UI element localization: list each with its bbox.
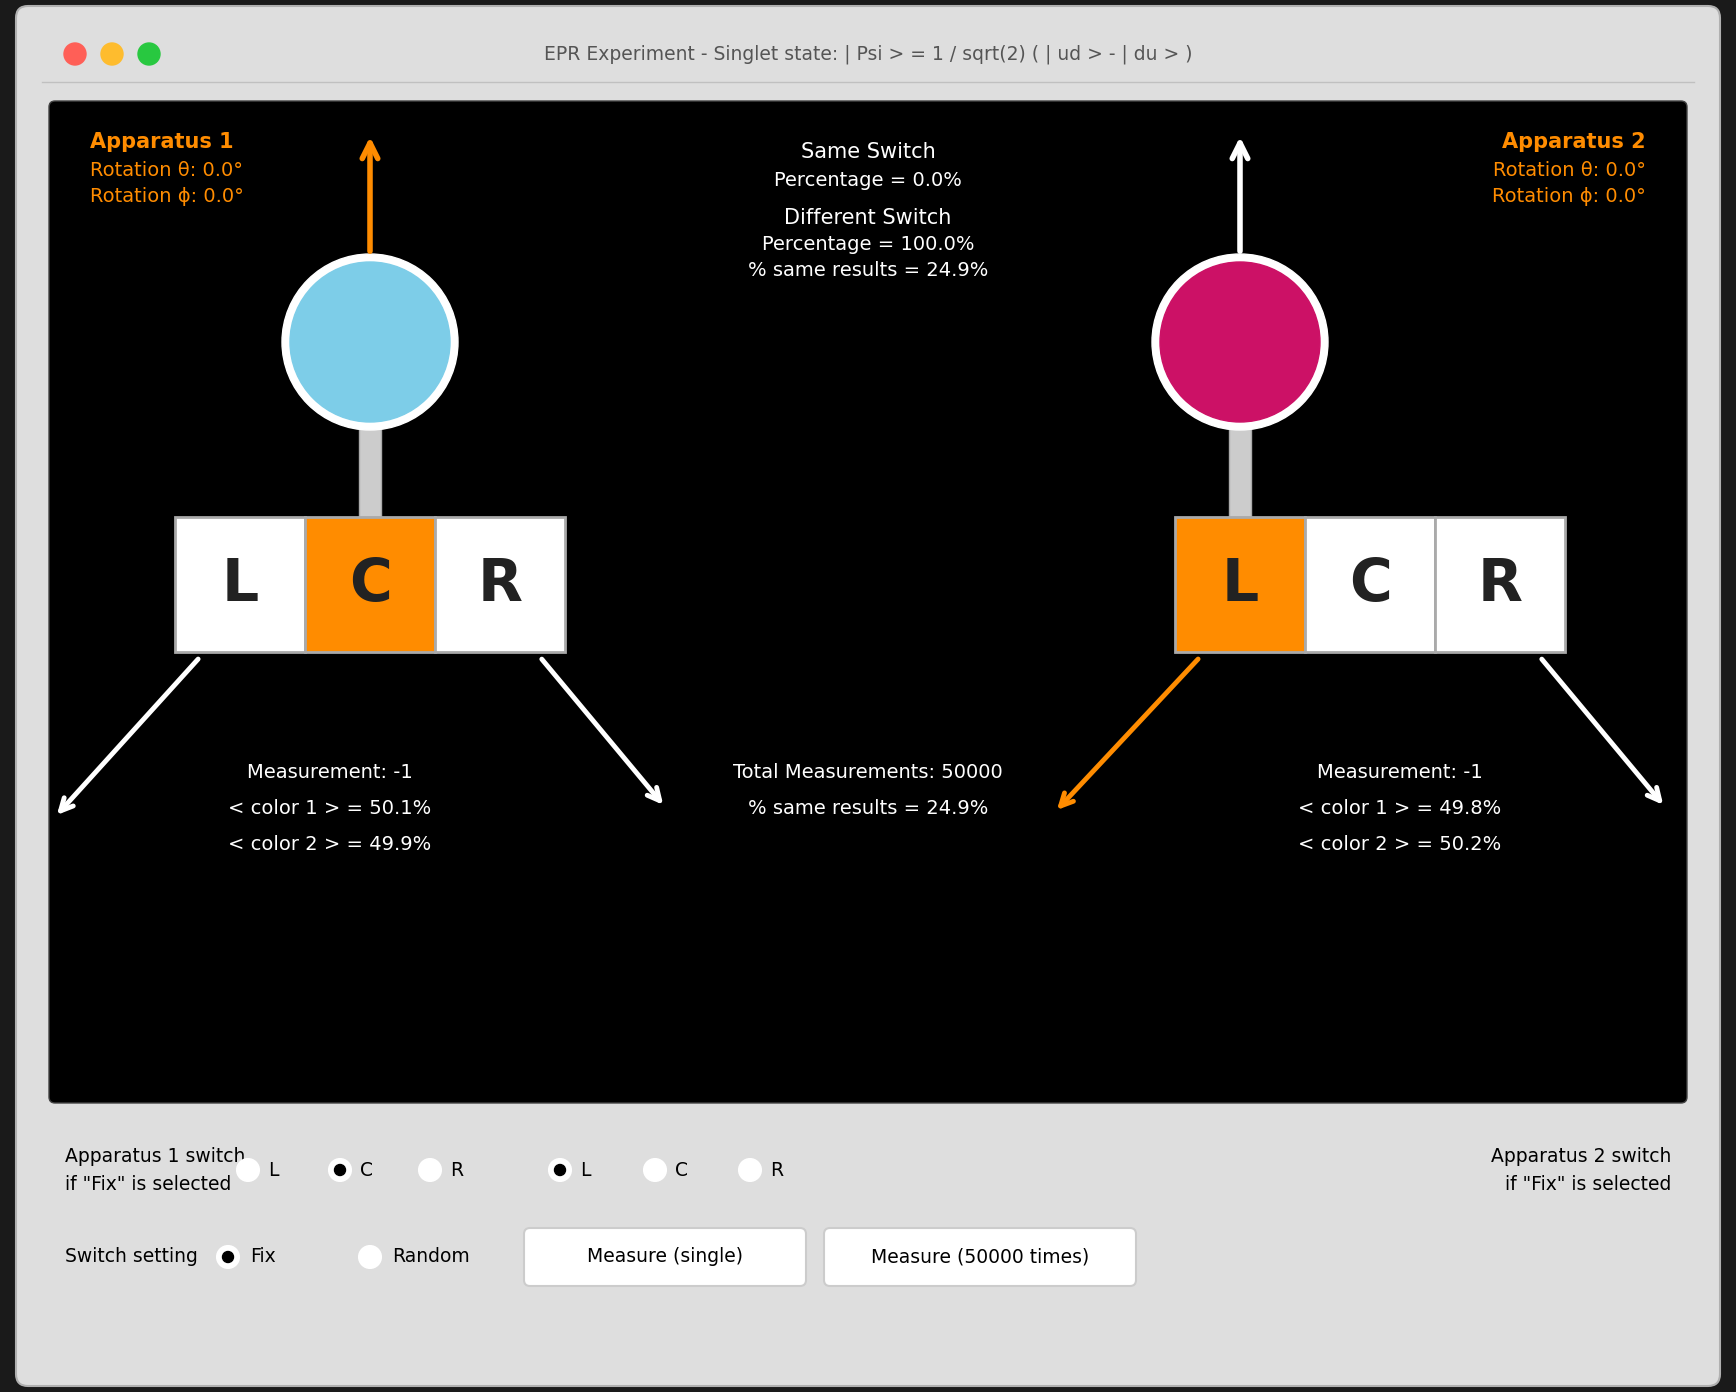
- Text: Apparatus 1 switch: Apparatus 1 switch: [64, 1147, 245, 1165]
- FancyBboxPatch shape: [49, 102, 1687, 1102]
- Text: EPR Experiment - Singlet state: | Psi > = 1 / sqrt(2) ( | ud > - | du > ): EPR Experiment - Singlet state: | Psi > …: [543, 45, 1193, 64]
- Circle shape: [418, 1160, 441, 1180]
- Text: R: R: [450, 1161, 464, 1179]
- Circle shape: [64, 43, 87, 65]
- Text: L: L: [580, 1161, 590, 1179]
- Bar: [306, 516, 436, 651]
- Circle shape: [554, 1165, 566, 1175]
- Circle shape: [290, 262, 450, 422]
- Circle shape: [101, 43, 123, 65]
- Text: Apparatus 2: Apparatus 2: [1502, 132, 1646, 152]
- Text: Fix: Fix: [250, 1247, 276, 1267]
- Text: < color 2 > = 49.9%: < color 2 > = 49.9%: [229, 834, 432, 853]
- Text: Rotation ϕ: 0.0°: Rotation ϕ: 0.0°: [1493, 187, 1646, 206]
- Circle shape: [222, 1251, 234, 1263]
- Text: < color 1 > = 49.8%: < color 1 > = 49.8%: [1299, 799, 1502, 817]
- Text: C: C: [349, 555, 391, 612]
- Bar: [1436, 516, 1564, 651]
- Circle shape: [359, 1246, 380, 1268]
- Text: L: L: [267, 1161, 278, 1179]
- Circle shape: [281, 253, 458, 430]
- Circle shape: [137, 43, 160, 65]
- FancyBboxPatch shape: [825, 1228, 1135, 1286]
- Text: Percentage = 0.0%: Percentage = 0.0%: [774, 170, 962, 189]
- Text: Measurement: -1: Measurement: -1: [247, 763, 413, 781]
- Bar: [1305, 516, 1436, 651]
- Bar: [1175, 516, 1305, 651]
- Circle shape: [644, 1160, 667, 1180]
- Text: < color 1 > = 50.1%: < color 1 > = 50.1%: [229, 799, 432, 817]
- Text: if "Fix" is selected: if "Fix" is selected: [1505, 1175, 1672, 1193]
- Bar: [175, 516, 306, 651]
- Circle shape: [1153, 253, 1328, 430]
- Bar: [359, 422, 380, 516]
- Text: Measure (50000 times): Measure (50000 times): [871, 1247, 1088, 1267]
- Text: L: L: [1222, 555, 1259, 612]
- Text: C: C: [1349, 555, 1391, 612]
- Text: Same Switch: Same Switch: [800, 142, 936, 161]
- Text: Different Switch: Different Switch: [785, 207, 951, 228]
- Text: < color 2 > = 50.2%: < color 2 > = 50.2%: [1299, 834, 1502, 853]
- Circle shape: [335, 1165, 345, 1175]
- Text: L: L: [222, 555, 259, 612]
- Text: % same results = 24.9%: % same results = 24.9%: [748, 799, 988, 817]
- Text: Rotation θ: 0.0°: Rotation θ: 0.0°: [90, 160, 243, 180]
- Text: R: R: [771, 1161, 783, 1179]
- Circle shape: [238, 1160, 259, 1180]
- Circle shape: [217, 1246, 240, 1268]
- Text: C: C: [675, 1161, 687, 1179]
- Circle shape: [549, 1160, 571, 1180]
- Circle shape: [740, 1160, 760, 1180]
- Bar: [436, 516, 564, 651]
- Text: Measure (single): Measure (single): [587, 1247, 743, 1267]
- Circle shape: [1160, 262, 1319, 422]
- Bar: [1229, 422, 1252, 516]
- Text: Measurement: -1: Measurement: -1: [1318, 763, 1483, 781]
- Text: R: R: [1477, 555, 1522, 612]
- Text: % same results = 24.9%: % same results = 24.9%: [748, 260, 988, 280]
- FancyBboxPatch shape: [16, 6, 1720, 1386]
- Text: Switch setting: Switch setting: [64, 1247, 198, 1267]
- Text: Total Measurements: 50000: Total Measurements: 50000: [733, 763, 1003, 781]
- Circle shape: [330, 1160, 351, 1180]
- Text: R: R: [477, 555, 523, 612]
- Text: Random: Random: [392, 1247, 470, 1267]
- Text: if "Fix" is selected: if "Fix" is selected: [64, 1175, 231, 1193]
- Text: Apparatus 1: Apparatus 1: [90, 132, 234, 152]
- Text: Rotation θ: 0.0°: Rotation θ: 0.0°: [1493, 160, 1646, 180]
- Text: Percentage = 100.0%: Percentage = 100.0%: [762, 234, 974, 253]
- FancyBboxPatch shape: [524, 1228, 806, 1286]
- Text: C: C: [359, 1161, 373, 1179]
- Text: Apparatus 2 switch: Apparatus 2 switch: [1491, 1147, 1672, 1165]
- Text: Rotation ϕ: 0.0°: Rotation ϕ: 0.0°: [90, 187, 243, 206]
